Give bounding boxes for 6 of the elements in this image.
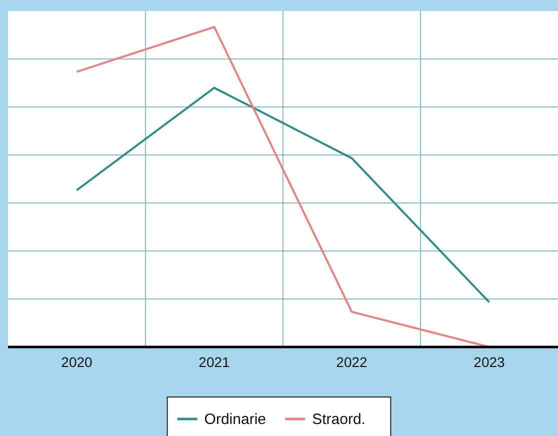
x-tick-label: 2020: [61, 354, 93, 370]
x-tick-label: 2021: [198, 354, 230, 370]
x-tick-label: 2023: [474, 354, 506, 370]
x-tick-label: 2022: [336, 354, 368, 370]
legend-label: Straord.: [312, 411, 366, 428]
legend-label: Ordinarie: [204, 411, 266, 428]
